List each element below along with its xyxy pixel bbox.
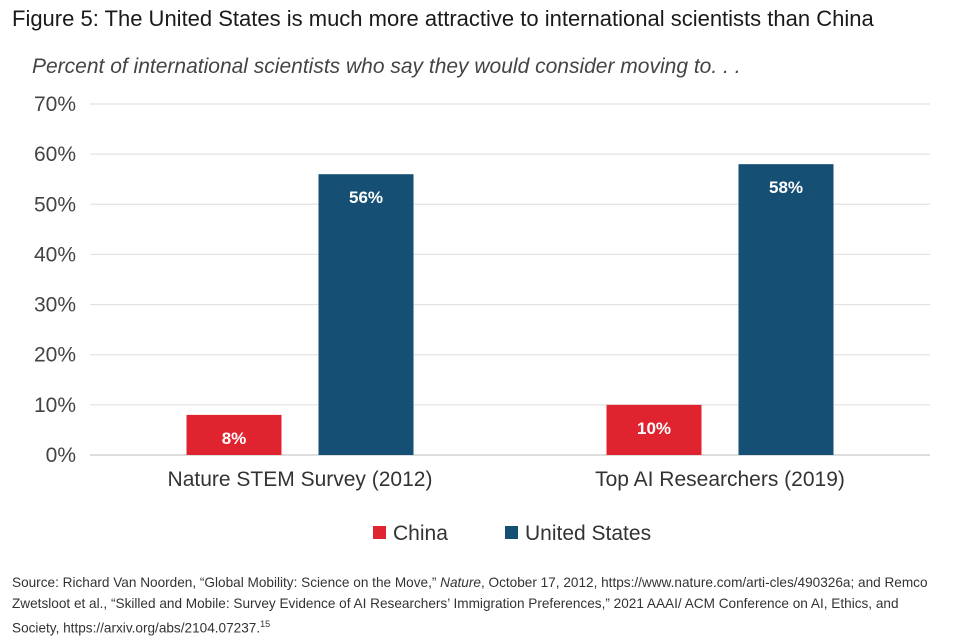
y-tick-label-40: 40% <box>34 243 76 266</box>
data-label-united-states-0: 56% <box>349 188 383 207</box>
bar-united-states-0 <box>318 174 414 455</box>
legend-label-united-states: United States <box>525 522 651 545</box>
y-tick-label-30: 30% <box>34 294 76 317</box>
bar-united-states-1 <box>738 164 834 455</box>
chart-subtitle: Percent of international scientists who … <box>32 55 741 78</box>
y-tick-label-10: 10% <box>34 394 76 417</box>
data-label-china-1: 10% <box>637 419 671 438</box>
y-axis-ticks: 0% 10% 20% 30% 40% 50% 60% 70% <box>34 93 76 467</box>
chart-title: Figure 5: The United States is much more… <box>12 6 874 31</box>
source-text-1: Source: Richard Van Noorden, “Global Mob… <box>12 575 441 590</box>
y-tick-label-50: 50% <box>34 193 76 216</box>
source-footnote: 15 <box>260 619 271 629</box>
legend-swatch-china <box>373 526 386 539</box>
x-category-label-1: Top AI Researchers (2019) <box>595 468 845 491</box>
x-axis-categories: Nature STEM Survey (2012) Top AI Research… <box>168 468 845 491</box>
y-tick-label-70: 70% <box>34 93 76 116</box>
y-tick-label-20: 20% <box>34 344 76 367</box>
bar-chart: 0% 10% 20% 30% 40% 50% 60% 70% 8% 56% 10% 58% Natu… <box>34 93 930 545</box>
bars: 8% 56% 10% 58% <box>186 164 834 455</box>
bar-china-1 <box>606 404 702 455</box>
legend-label-china: China <box>393 522 448 545</box>
legend-swatch-united-states <box>505 526 518 539</box>
x-category-label-0: Nature STEM Survey (2012) <box>168 468 433 491</box>
source-journal: Nature <box>440 575 481 590</box>
source-text-2: , October 17, 2012, https://www.nature.c… <box>12 575 928 636</box>
data-label-china-0: 8% <box>222 429 247 448</box>
bar-china-0 <box>186 414 282 455</box>
y-tick-label-0: 0% <box>46 444 76 467</box>
y-tick-label-60: 60% <box>34 143 76 166</box>
source-note: Source: Richard Van Noorden, “Global Mob… <box>12 572 948 639</box>
legend: China United States <box>373 522 651 545</box>
data-label-united-states-1: 58% <box>769 178 803 197</box>
